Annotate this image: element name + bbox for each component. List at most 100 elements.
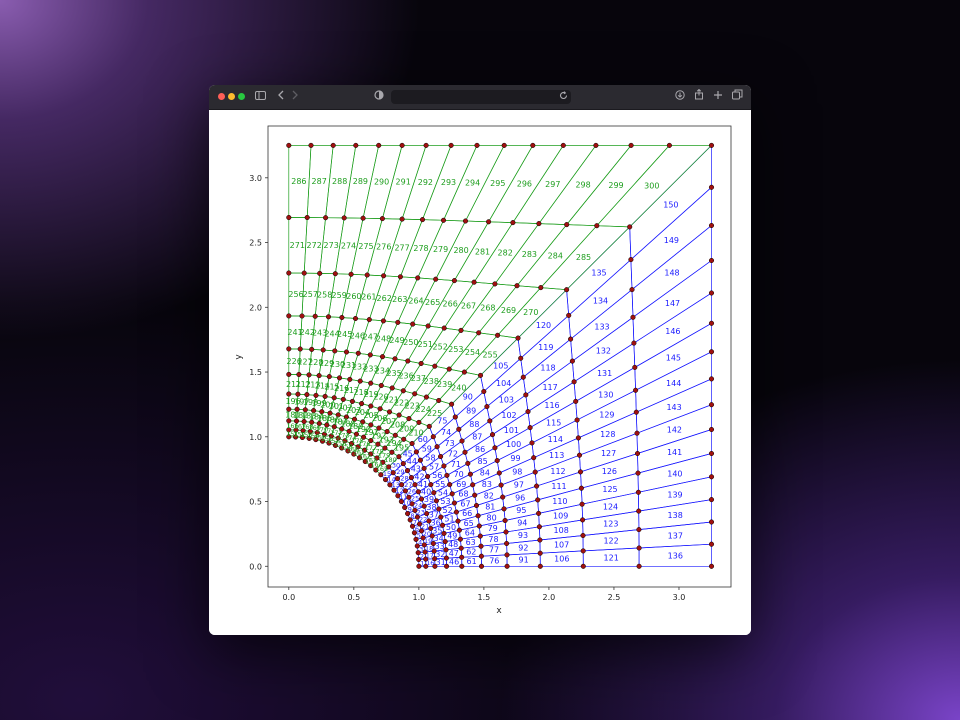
element-label: 35 xyxy=(432,526,442,535)
element-label: 69 xyxy=(456,480,466,489)
element-label: 33 xyxy=(435,542,445,551)
mesh-node xyxy=(442,539,448,545)
element-label: 141 xyxy=(667,448,682,457)
element-label: 255 xyxy=(482,351,497,360)
element-label: 134 xyxy=(593,296,608,305)
mesh-node xyxy=(415,489,421,495)
element-label: 12 xyxy=(396,487,404,495)
mesh-node xyxy=(474,142,480,148)
mesh-node xyxy=(414,543,420,549)
mesh-node xyxy=(405,358,411,364)
mesh-node xyxy=(353,142,359,148)
mesh-node xyxy=(430,540,436,547)
reload-icon[interactable] xyxy=(557,89,569,105)
element-label: 122 xyxy=(603,537,618,546)
mesh-node xyxy=(309,346,315,352)
element-label: 155 xyxy=(314,433,326,441)
element-label: 90 xyxy=(463,393,473,402)
mesh-node xyxy=(440,522,446,528)
element-label: 79 xyxy=(488,524,498,533)
mesh-node xyxy=(368,422,374,428)
mesh-node xyxy=(286,418,292,424)
mesh-node xyxy=(413,449,419,455)
mesh-node xyxy=(384,429,390,435)
mesh-node xyxy=(378,472,384,478)
sidebar-icon[interactable] xyxy=(253,89,267,105)
mesh-node xyxy=(666,142,672,148)
element-label: 238 xyxy=(424,377,439,386)
element-label: 250 xyxy=(403,338,418,347)
mesh-node xyxy=(336,375,343,381)
mesh-node xyxy=(309,419,315,425)
element-label: 158 xyxy=(334,440,346,448)
mesh-node xyxy=(635,470,641,476)
mesh-node xyxy=(300,427,306,434)
mesh-node xyxy=(357,378,363,384)
x-tick-label: 2.5 xyxy=(608,593,621,602)
mesh-node xyxy=(636,563,642,569)
element-label: 165 xyxy=(376,465,388,473)
mesh-node xyxy=(286,346,292,352)
element-label: 244 xyxy=(324,329,339,338)
back-icon[interactable] xyxy=(275,89,287,105)
zoom-window-button[interactable] xyxy=(238,93,245,100)
element-label: 266 xyxy=(443,300,458,309)
mesh-node xyxy=(380,318,386,324)
element-label: 101 xyxy=(504,426,519,435)
element-label: 179 xyxy=(378,452,390,460)
mesh-node xyxy=(459,563,465,569)
tabs-overview-icon[interactable] xyxy=(731,89,743,105)
mesh-node xyxy=(523,392,529,398)
element-label: 46 xyxy=(449,558,459,567)
element-label: 103 xyxy=(499,395,514,404)
new-tab-icon[interactable] xyxy=(712,89,724,105)
mesh-node xyxy=(529,440,535,446)
mesh-node xyxy=(429,533,435,539)
element-label: 157 xyxy=(327,437,339,445)
mesh-node xyxy=(449,401,455,407)
forward-icon[interactable] xyxy=(289,89,301,105)
element-label: 44 xyxy=(407,457,417,466)
y-tick-label: 0.5 xyxy=(249,498,262,507)
mesh-node xyxy=(423,563,429,569)
element-label: 30 xyxy=(392,462,400,470)
mesh-node xyxy=(426,518,432,524)
element-label: 61 xyxy=(467,557,477,566)
element-label: 37 xyxy=(429,511,439,520)
download-icon[interactable] xyxy=(674,89,686,105)
element-label: 68 xyxy=(458,490,468,499)
mesh-node xyxy=(380,459,386,465)
element-label: 178 xyxy=(371,448,383,456)
mesh-node xyxy=(353,431,359,437)
element-label: 262 xyxy=(377,294,392,303)
close-window-button[interactable] xyxy=(218,93,225,100)
page-content: 0.0 0.5 1.0 1.5 2.0 2.5 3.0 0.0 0.5 1.0 1.5 2.0 2.5… xyxy=(209,110,751,635)
mesh-node xyxy=(323,215,329,221)
share-icon[interactable] xyxy=(693,88,705,105)
element-label: 225 xyxy=(427,409,442,418)
shield-icon[interactable] xyxy=(373,89,385,105)
mesh-node xyxy=(443,547,449,553)
minimize-window-button[interactable] xyxy=(228,93,235,100)
mesh-node xyxy=(708,497,715,503)
mesh-node xyxy=(443,555,449,561)
mesh-node xyxy=(316,420,322,427)
mesh-node xyxy=(319,438,326,444)
address-bar[interactable] xyxy=(391,90,571,104)
mesh-node xyxy=(444,472,450,478)
mesh-node xyxy=(339,426,345,432)
mesh-node xyxy=(514,283,520,289)
element-label: 145 xyxy=(666,354,681,363)
mesh-node xyxy=(580,563,586,569)
mesh-node xyxy=(415,550,421,556)
element-label: 39 xyxy=(424,495,434,504)
element-label: 53 xyxy=(440,497,450,506)
element-label: 41 xyxy=(418,480,428,489)
mesh-node xyxy=(426,423,432,429)
element-label: 243 xyxy=(312,329,327,338)
element-label: 86 xyxy=(475,445,485,454)
element-label: 78 xyxy=(488,535,498,544)
mesh-node xyxy=(486,219,492,225)
mesh-node xyxy=(415,275,421,281)
